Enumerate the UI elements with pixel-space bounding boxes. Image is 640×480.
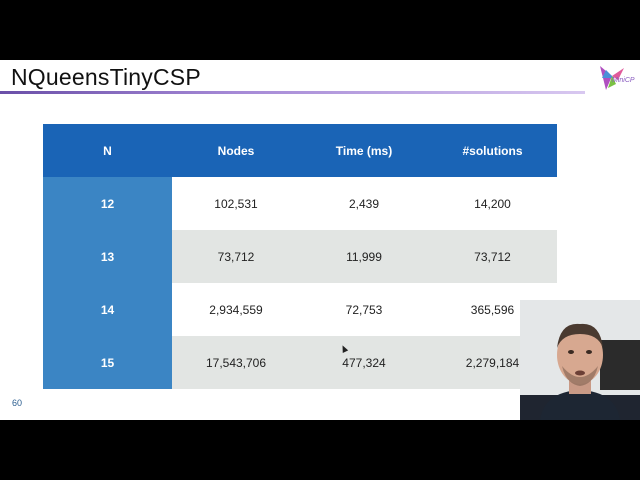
header-nodes: Nodes: [172, 124, 300, 177]
hummingbird-logo-icon: [600, 66, 624, 90]
table-header-row: N Nodes Time (ms) #solutions: [43, 124, 557, 177]
cell-n: 15: [43, 336, 172, 389]
cell-nodes: 17,543,706: [172, 336, 300, 389]
header-n: N: [43, 124, 172, 177]
logo-text: MiniCP: [612, 77, 635, 84]
cell-time: 2,439: [300, 177, 428, 230]
table-row: 15 17,543,706 477,324 2,279,184: [43, 336, 557, 389]
cell-n: 14: [43, 283, 172, 336]
presentation-slide: NQueensTinyCSP MiniCP N Nodes Time (ms) …: [0, 60, 640, 420]
presenter-video: [520, 300, 640, 420]
cell-solutions: 73,712: [428, 230, 557, 283]
table-row: 13 73,712 11,999 73,712: [43, 230, 557, 283]
cell-solutions: 14,200: [428, 177, 557, 230]
webcam-overlay: [520, 300, 640, 420]
title-divider: [0, 91, 585, 94]
cell-nodes: 2,934,559: [172, 283, 300, 336]
table-row: 14 2,934,559 72,753 365,596: [43, 283, 557, 336]
cell-time: 477,324: [300, 336, 428, 389]
slide-title: NQueensTinyCSP: [11, 64, 201, 90]
cell-time: 11,999: [300, 230, 428, 283]
header-time: Time (ms): [300, 124, 428, 177]
header-solutions: #solutions: [428, 124, 557, 177]
cell-nodes: 102,531: [172, 177, 300, 230]
cell-time: 72,753: [300, 283, 428, 336]
table-row: 12 102,531 2,439 14,200: [43, 177, 557, 230]
cell-nodes: 73,712: [172, 230, 300, 283]
cell-n: 13: [43, 230, 172, 283]
results-table: N Nodes Time (ms) #solutions 12 102,531 …: [43, 124, 557, 389]
page-number: 60: [12, 398, 23, 408]
cell-n: 12: [43, 177, 172, 230]
